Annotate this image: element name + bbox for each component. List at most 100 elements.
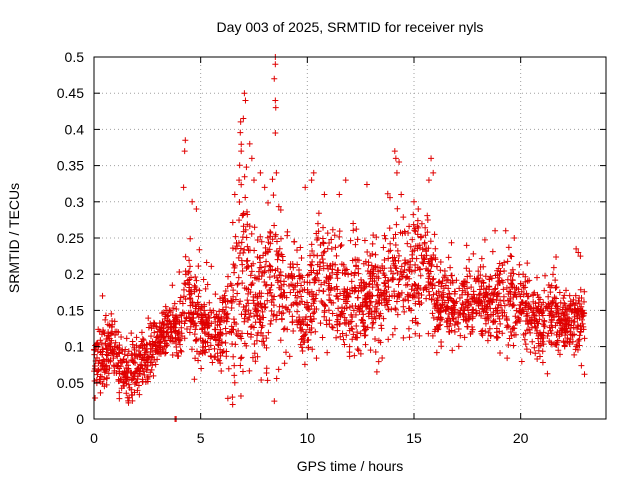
data-point	[142, 379, 149, 386]
data-point	[357, 350, 364, 357]
data-point	[490, 318, 497, 325]
data-point	[368, 292, 375, 299]
data-point	[495, 278, 502, 285]
data-point	[239, 330, 246, 337]
y-tick-label: 0.2	[65, 266, 85, 282]
data-point	[308, 177, 315, 184]
data-point	[188, 318, 195, 325]
data-point	[432, 245, 439, 252]
data-point	[267, 321, 274, 328]
data-point	[247, 272, 254, 279]
data-point	[430, 169, 437, 176]
data-point	[411, 281, 418, 288]
data-point	[232, 341, 239, 348]
data-point	[128, 369, 135, 376]
data-point	[382, 235, 389, 242]
data-point	[121, 351, 128, 358]
data-point	[262, 282, 269, 289]
data-point	[475, 302, 482, 309]
data-point	[568, 309, 575, 316]
data-point	[299, 326, 306, 333]
data-point	[509, 302, 516, 309]
data-point	[129, 338, 136, 345]
data-point	[142, 347, 149, 354]
data-point	[398, 263, 405, 270]
data-point	[387, 265, 394, 272]
data-point	[283, 349, 290, 356]
data-point	[533, 274, 540, 281]
data-point	[352, 334, 359, 341]
data-point	[333, 271, 340, 278]
data-point	[194, 311, 201, 318]
data-point	[234, 281, 241, 288]
data-point	[272, 130, 279, 137]
data-point	[252, 274, 259, 281]
data-point	[348, 278, 355, 285]
data-point	[136, 391, 143, 398]
data-point	[235, 274, 242, 281]
data-point	[576, 300, 583, 307]
data-point	[225, 365, 232, 372]
data-point	[118, 333, 125, 340]
data-point	[435, 279, 442, 286]
data-point	[487, 305, 494, 312]
data-point	[272, 97, 279, 104]
data-point	[174, 353, 181, 360]
data-point	[398, 191, 405, 198]
data-point	[374, 281, 381, 288]
data-point	[113, 369, 120, 376]
data-point	[282, 304, 289, 311]
data-point	[548, 339, 555, 346]
data-point	[262, 249, 269, 256]
data-point	[315, 234, 322, 241]
data-point	[166, 318, 173, 325]
data-point	[523, 313, 530, 320]
data-point	[412, 228, 419, 235]
data-point	[157, 351, 164, 358]
x-tick-label: 20	[513, 430, 529, 446]
data-point	[242, 194, 249, 201]
data-point	[125, 362, 132, 369]
data-point	[488, 290, 495, 297]
data-point	[162, 303, 169, 310]
data-point	[352, 287, 359, 294]
data-point	[417, 285, 424, 292]
data-point	[527, 349, 534, 356]
data-point	[258, 324, 265, 331]
data-point	[278, 251, 285, 258]
data-point	[433, 290, 440, 297]
data-point	[309, 247, 316, 254]
data-point	[154, 349, 161, 356]
data-point	[110, 355, 117, 362]
data-point	[391, 148, 398, 155]
data-point	[279, 257, 286, 264]
data-point	[566, 341, 573, 348]
data-point	[553, 331, 560, 338]
data-point	[151, 356, 158, 363]
data-point	[394, 311, 401, 318]
data-point	[449, 307, 456, 314]
data-point	[450, 316, 457, 323]
data-point	[217, 329, 224, 336]
data-point	[515, 271, 522, 278]
data-point	[526, 326, 533, 333]
data-point	[552, 302, 559, 309]
data-point	[248, 282, 255, 289]
data-point	[214, 341, 221, 348]
data-point	[182, 253, 189, 260]
data-point	[422, 232, 429, 239]
data-point	[251, 313, 258, 320]
data-point	[257, 169, 264, 176]
data-point	[257, 316, 264, 323]
data-point	[478, 255, 485, 262]
data-point	[353, 226, 360, 233]
data-point	[243, 265, 250, 272]
data-point	[241, 90, 248, 97]
data-point	[165, 324, 172, 331]
data-point	[238, 181, 245, 188]
data-point	[245, 247, 252, 254]
data-point	[469, 313, 476, 320]
data-point	[477, 272, 484, 279]
data-point	[272, 104, 279, 111]
